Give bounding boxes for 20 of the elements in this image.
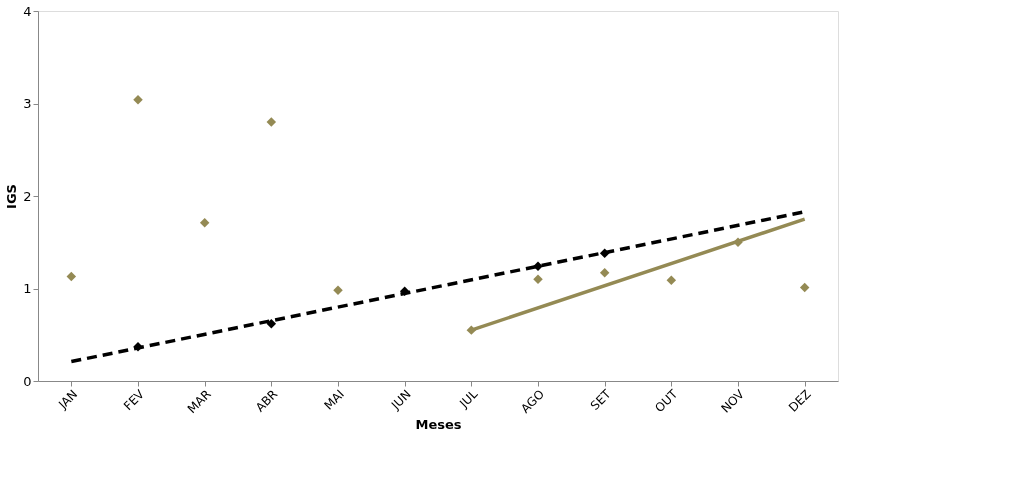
point [266, 318, 277, 329]
point [599, 268, 610, 278]
point [599, 248, 610, 259]
y-axis-title: IGS [4, 184, 20, 209]
point [533, 261, 543, 272]
point [799, 282, 810, 293]
x-axis-title: Meses [415, 417, 462, 433]
point [333, 285, 343, 296]
point [399, 286, 410, 297]
x-tick-label: JUL [456, 386, 481, 412]
y-tick-label: 0 [23, 373, 32, 389]
y-tick-label: 2 [23, 188, 32, 204]
point [466, 325, 477, 335]
point [666, 275, 677, 285]
y-tick-label: 1 [23, 281, 32, 296]
y-tick-label: 4 [23, 3, 32, 19]
point [199, 218, 210, 228]
point [66, 271, 77, 282]
y-tick-label: 3 [23, 96, 32, 111]
point [266, 117, 277, 127]
